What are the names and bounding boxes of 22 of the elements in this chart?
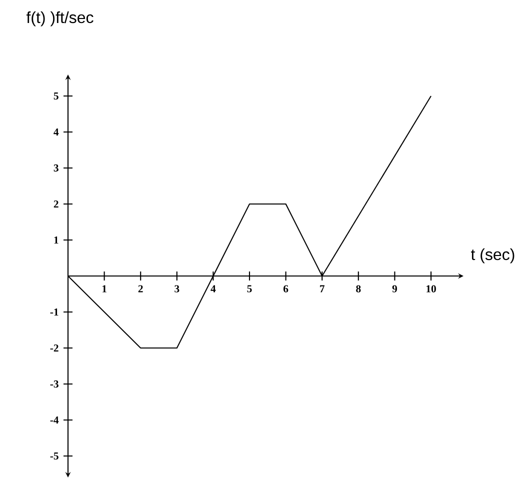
x-tick-label: 8 [356, 285, 361, 292]
y-tick-label: -5 [50, 452, 58, 460]
x-axis-title: t (sec) [471, 248, 514, 264]
x-tick-label: 10 [426, 285, 436, 292]
x-tick-label: 1 [102, 285, 106, 292]
y-tick-label: 2 [54, 200, 58, 208]
y-tick-label: -3 [50, 380, 58, 388]
x-tick-label: 3 [174, 285, 180, 292]
x-tick-label: 5 [247, 285, 252, 292]
y-tick-label: 5 [54, 92, 58, 100]
x-tick-label: 6 [283, 285, 288, 292]
y-tick-label: 1 [54, 236, 58, 244]
y-tick-label: -1 [50, 308, 58, 316]
y-tick-label: 4 [54, 128, 59, 136]
x-tick-label: 7 [320, 285, 325, 292]
x-tick-label: 4 [210, 285, 216, 292]
y-tick-label: -2 [50, 344, 58, 352]
x-tick-label: 9 [392, 285, 397, 292]
x-tick-label: 2 [138, 285, 143, 292]
y-axis-title: f(t) )ft/sec [26, 11, 94, 26]
y-tick-label: 3 [54, 164, 58, 172]
y-tick-label: -4 [50, 416, 59, 424]
